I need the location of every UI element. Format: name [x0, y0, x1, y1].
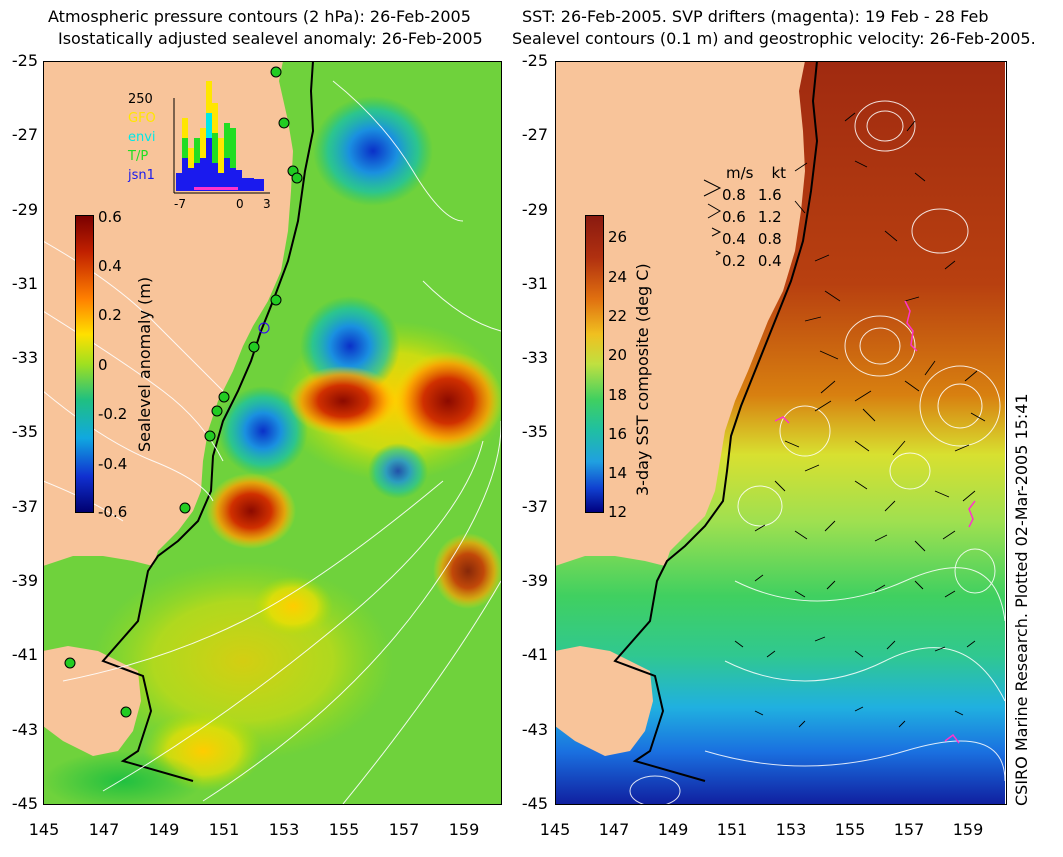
- right-x-tick-5: 155: [834, 820, 866, 839]
- vector-legend-ms-3: 0.2: [722, 252, 746, 270]
- left-y-tick-10: -45: [11, 794, 38, 813]
- vector-legend-kt-2: 0.8: [757, 230, 782, 248]
- right-y-tick-1: -27: [521, 125, 548, 144]
- left-x-tick-4: 153: [268, 820, 300, 839]
- right-y-tick-5: -35: [521, 422, 548, 441]
- right-x-tick-6: 157: [893, 820, 925, 839]
- left-y-tick-5: -35: [11, 422, 38, 441]
- sealevel-cb-title: Sealevel anomaly (m): [135, 276, 154, 452]
- vector-legend-ms-1: 0.6: [722, 208, 746, 226]
- left-y-tick-8: -41: [11, 645, 38, 664]
- left-y-tick-4: -33: [11, 348, 38, 367]
- vector-legend-kt-3: 0.4: [757, 252, 782, 270]
- right-y-tick-2: -29: [521, 200, 548, 219]
- right-y-tick-7: -39: [521, 571, 548, 590]
- left-x-tick-5: 155: [328, 820, 360, 839]
- sat-legend-gfo: GFO: [128, 111, 156, 126]
- sst-cb-label-1: 24: [608, 268, 628, 286]
- left-x-tick-6: 157: [388, 820, 420, 839]
- sst-cb-label-5: 16: [608, 425, 628, 443]
- left-y-tick-3: -31: [11, 274, 38, 293]
- left-y-tick-1: -27: [11, 125, 38, 144]
- sst-cb-label-3: 20: [608, 346, 628, 364]
- sst-cb-label-0: 26: [608, 228, 628, 246]
- sat-legend-tp: T/P: [128, 149, 149, 164]
- vector-legend-ms-0: 0.8: [722, 186, 746, 204]
- sat-axis-label-max: 3: [263, 197, 271, 211]
- left-y-tick-2: -29: [11, 200, 38, 219]
- left-x-tick-3: 151: [208, 820, 240, 839]
- vector-legend-kt-1: 1.2: [757, 208, 782, 226]
- sst-cb-label-2: 22: [608, 307, 628, 325]
- right-y-tick-6: -37: [521, 497, 548, 516]
- vector-legend-kt-0: 1.6: [757, 186, 782, 204]
- left-y-tick-9: -43: [11, 720, 38, 739]
- vector-legend: m/s kt 0.8 1.6 0.6 1.2 0.4 0.8 0.2 0.4: [722, 162, 786, 272]
- right-title-line2: Sealevel contours (0.1 m) and geostrophi…: [512, 29, 1036, 48]
- sealevel-anomaly-map: [43, 61, 501, 804]
- right-x-tick-4: 153: [775, 820, 807, 839]
- sat-axis-label-min: -7: [174, 197, 186, 211]
- sealevel-cb-label-5: -0.4: [98, 455, 128, 473]
- right-x-tick-2: 149: [657, 820, 689, 839]
- sealevel-cb-label-2: 0.2: [98, 306, 122, 324]
- right-x-tick-1: 147: [598, 820, 630, 839]
- right-x-tick-0: 145: [539, 820, 571, 839]
- left-panel-frame: [43, 61, 502, 805]
- sealevel-cb-label-4: -0.2: [98, 405, 128, 423]
- left-x-tick-2: 149: [148, 820, 180, 839]
- right-y-tick-3: -31: [521, 274, 548, 293]
- left-x-tick-0: 145: [28, 820, 60, 839]
- vector-legend-ms-header: m/s: [726, 164, 754, 182]
- sat-legend-jsn1: jsn1: [128, 168, 155, 183]
- left-x-tick-7: 159: [448, 820, 480, 839]
- sst-cb-label-7: 12: [608, 503, 628, 521]
- sealevel-colorbar: [75, 215, 94, 513]
- right-y-tick-4: -33: [521, 348, 548, 367]
- sat-legend-max: 250: [128, 92, 153, 107]
- sst-cb-title: 3-day SST composite (deg C): [633, 263, 652, 496]
- sealevel-cb-label-6: -0.6: [98, 503, 128, 521]
- sealevel-cb-label-1: 0.4: [98, 257, 122, 275]
- credit-text: CSIRO Marine Research. Plotted 02-Mar-20…: [1012, 393, 1031, 806]
- sealevel-cb-label-3: 0: [98, 356, 108, 374]
- sst-cb-label-4: 18: [608, 386, 628, 404]
- sst-map: [555, 61, 1005, 804]
- sst-colorbar: [585, 215, 604, 513]
- sealevel-cb-label-0: 0.6: [98, 208, 122, 226]
- satellite-histogram: [173, 81, 270, 194]
- sat-axis-label-zero: 0: [236, 197, 244, 211]
- right-y-tick-0: -25: [521, 51, 548, 70]
- left-x-tick-1: 147: [88, 820, 120, 839]
- left-title-line1: Atmospheric pressure contours (2 hPa): 2…: [48, 7, 471, 26]
- left-title-line2: Isostatically adjusted sealevel anomaly:…: [58, 29, 483, 48]
- right-y-tick-8: -41: [521, 645, 548, 664]
- right-y-tick-9: -43: [521, 720, 548, 739]
- vector-legend-arrows: [703, 179, 722, 256]
- vector-legend-ms-2: 0.4: [722, 230, 746, 248]
- sat-legend-envi: envi: [128, 130, 156, 145]
- right-x-tick-7: 159: [952, 820, 984, 839]
- right-title-line1: SST: 26-Feb-2005. SVP drifters (magenta)…: [522, 7, 989, 26]
- right-y-tick-10: -45: [521, 794, 548, 813]
- left-y-tick-0: -25: [11, 51, 38, 70]
- sat-legend: 250 GFO envi T/P jsn1: [128, 90, 156, 185]
- right-panel-frame: [555, 61, 1007, 805]
- left-y-tick-7: -39: [11, 571, 38, 590]
- right-x-tick-3: 151: [716, 820, 748, 839]
- left-y-tick-6: -37: [11, 497, 38, 516]
- vector-legend-kt-header: kt: [771, 164, 787, 182]
- sst-cb-label-6: 14: [608, 464, 628, 482]
